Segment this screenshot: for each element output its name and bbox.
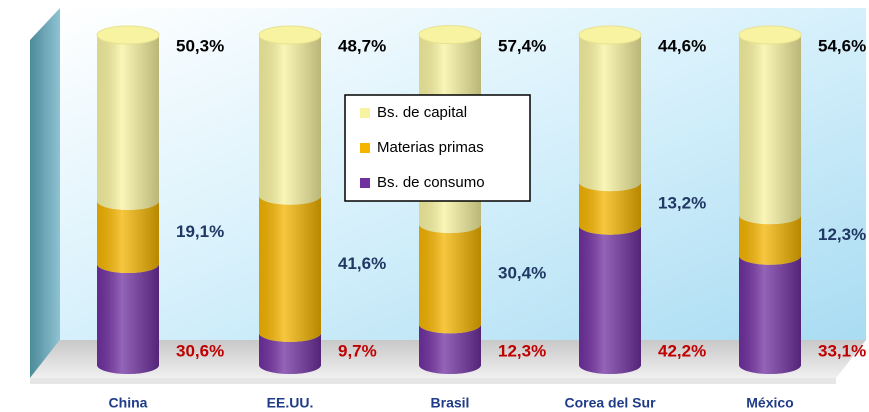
value-label: 9,7% [338, 341, 377, 360]
bar-shade [419, 224, 481, 334]
floor-edge [30, 378, 836, 384]
legend-label: Bs. de capital [377, 104, 467, 121]
value-label: 13,2% [658, 193, 706, 212]
bar-shade [97, 264, 159, 374]
bar-top [258, 25, 322, 45]
x-tick-label: EE.UU. [267, 395, 314, 411]
x-tick-label: Brasil [431, 395, 470, 411]
value-label: 12,3% [498, 341, 546, 360]
value-label: 54,6% [818, 36, 866, 55]
bar-shade [739, 255, 801, 374]
bar-top [578, 25, 642, 45]
x-tick-label: México [746, 395, 793, 411]
value-label: 57,4% [498, 36, 546, 55]
bar-shade [97, 200, 159, 274]
legend-label: Materias primas [377, 139, 484, 156]
legend [344, 94, 531, 202]
bar-shade [259, 195, 321, 342]
bar-shade [579, 225, 641, 374]
bar-shade [739, 215, 801, 265]
value-label: 41,6% [338, 254, 386, 273]
bar-shade [419, 324, 481, 374]
bar-shade [739, 35, 801, 225]
value-label: 30,6% [176, 341, 224, 360]
legend-swatch [360, 143, 370, 153]
value-label: 44,6% [658, 36, 706, 55]
value-label: 50,3% [176, 36, 224, 55]
value-label: 12,3% [818, 225, 866, 244]
side-wall [30, 8, 60, 378]
legend-swatch [360, 178, 370, 188]
x-tick-label: Corea del Sur [564, 395, 656, 411]
bar-shade [259, 35, 321, 205]
bar-top [418, 25, 482, 45]
bar-top [96, 25, 160, 45]
value-label: 30,4% [498, 264, 546, 283]
value-label: 42,2% [658, 341, 706, 360]
bar-shade [259, 332, 321, 374]
bar-top [738, 25, 802, 45]
legend-swatch [360, 108, 370, 118]
bar-shade [97, 35, 159, 210]
value-label: 48,7% [338, 36, 386, 55]
bar-shade [579, 182, 641, 235]
legend-label: Bs. de consumo [377, 174, 485, 191]
value-label: 33,1% [818, 341, 866, 360]
x-tick-label: China [109, 395, 148, 411]
value-label: 19,1% [176, 222, 224, 241]
bar-shade [579, 35, 641, 192]
